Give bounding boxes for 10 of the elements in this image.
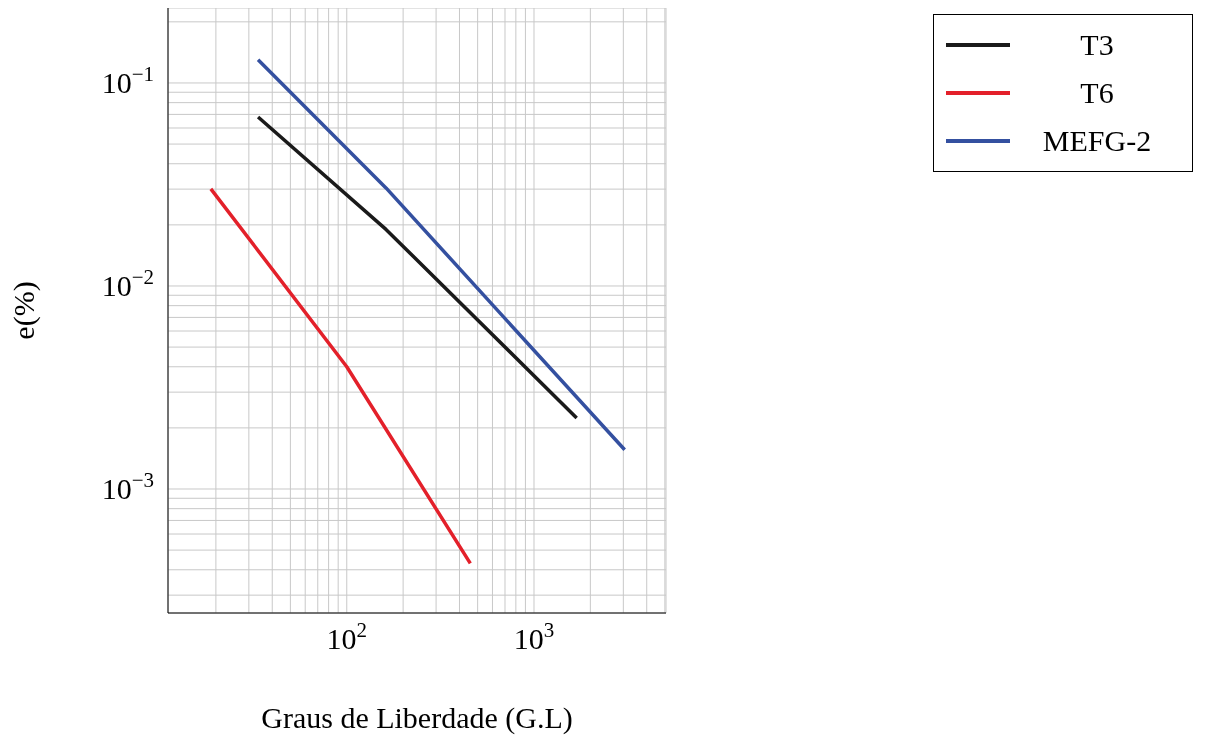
y-tick-label: 10$^{−3}$ bbox=[101, 467, 154, 505]
y-tick-label: 10$^{−2}$ bbox=[101, 264, 154, 302]
legend-label: MEFG-2 bbox=[1041, 124, 1153, 158]
y-tick-label: 10$^{−1}$ bbox=[101, 61, 154, 99]
legend-label: T3 bbox=[1079, 28, 1115, 62]
legend-label: T6 bbox=[1079, 76, 1115, 110]
x-tick-label: 10$^{3}$ bbox=[513, 618, 555, 655]
x-axis-title: Graus de Liberdade (G.L) bbox=[261, 701, 573, 735]
x-tick-label: 10$^{2}$ bbox=[326, 618, 367, 655]
y-axis-title: e(%) bbox=[6, 281, 41, 340]
